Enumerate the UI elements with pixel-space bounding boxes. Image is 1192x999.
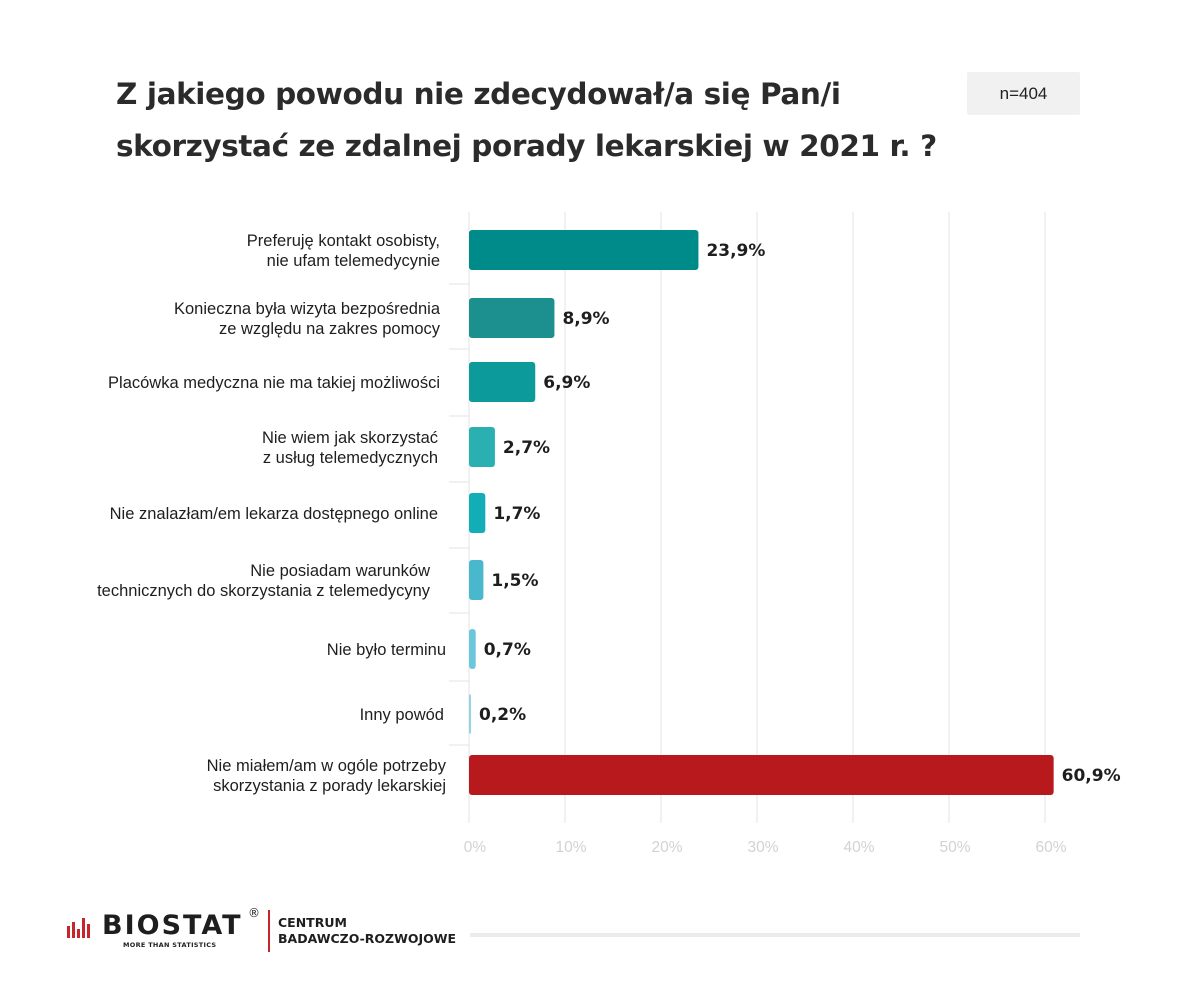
category-label: Preferuję kontakt osobisty, [247, 232, 440, 250]
registered-mark: ® [248, 906, 260, 920]
category-label: technicznych do skorzystania z telemedyc… [97, 582, 431, 600]
biostat-tagline: MORE THAN STATISTICS [123, 941, 217, 949]
bar [469, 629, 476, 669]
bar-value-label: 8,9% [562, 309, 609, 329]
chart-title-line-2: skorzystać ze zdalnej porady lekarskiej … [116, 129, 937, 163]
category-label: Nie miałem/am w ogóle potrzeby [207, 757, 447, 775]
bar-value-label: 0,2% [479, 705, 526, 725]
bar [469, 427, 495, 467]
category-label: Inny powód [360, 706, 444, 724]
bar-value-label: 60,9% [1062, 766, 1121, 786]
sample-size-text: n=404 [999, 83, 1048, 103]
x-tick-label: 40% [843, 839, 874, 856]
centrum-line-1: CENTRUM [278, 915, 347, 930]
footer-branding: BIOSTAT ® MORE THAN STATISTICS CENTRUM B… [66, 906, 486, 954]
biostat-bars-icon [67, 918, 90, 938]
bar [469, 560, 484, 600]
category-label: skorzystania z porady lekarskiej [213, 777, 446, 795]
bar [469, 230, 699, 270]
bar-value-label: 1,5% [491, 571, 538, 591]
bar-value-label: 6,9% [543, 373, 590, 393]
bar [469, 298, 555, 338]
centrum-label: CENTRUM BADAWCZO-ROZWOJOWE [278, 915, 456, 947]
footer-divider [268, 910, 270, 952]
bar [469, 493, 486, 533]
bar-value-label: 2,7% [503, 438, 550, 458]
category-label: Nie posiadam warunków [250, 562, 430, 580]
bar-value-label: 0,7% [484, 640, 531, 660]
bar-value-label: 1,7% [493, 504, 540, 524]
x-tick-label: 20% [651, 839, 682, 856]
biostat-logo-text: BIOSTAT [102, 910, 243, 941]
x-tick-label: 0% [464, 839, 487, 856]
category-label: Placówka medyczna nie ma takiej możliwoś… [108, 374, 440, 392]
category-label: nie ufam telemedycynie [267, 252, 440, 270]
x-tick-label: 10% [555, 839, 586, 856]
category-label: z usług telemedycznych [263, 449, 438, 467]
chart-title-line-1: Z jakiego powodu nie zdecydował/a się Pa… [116, 77, 841, 111]
chart-title: Z jakiego powodu nie zdecydował/a się Pa… [116, 68, 956, 172]
x-tick-label: 30% [747, 839, 778, 856]
category-label: Nie wiem jak skorzystać [262, 429, 438, 447]
category-label: ze względu na zakres pomocy [219, 320, 441, 338]
centrum-line-2: BADAWCZO-ROZWOJOWE [278, 931, 457, 946]
category-label: Konieczna była wizyta bezpośrednia [174, 300, 441, 318]
category-label: Nie znalazłam/em lekarza dostępnego onli… [110, 505, 438, 523]
bar-chart: 0% 10% 20% 30% 40% 50% 60% 23,9% Preferuję konta… [97, 212, 1121, 856]
footer-rule [470, 933, 1080, 937]
bar [469, 362, 536, 402]
bar-value-label: 23,9% [706, 241, 765, 261]
category-label: Nie było terminu [327, 641, 446, 659]
x-tick-label: 50% [939, 839, 970, 856]
sample-size-badge: n=404 [967, 72, 1080, 115]
x-tick-label: 60% [1035, 839, 1066, 856]
bar [469, 755, 1054, 795]
bar [469, 694, 471, 734]
